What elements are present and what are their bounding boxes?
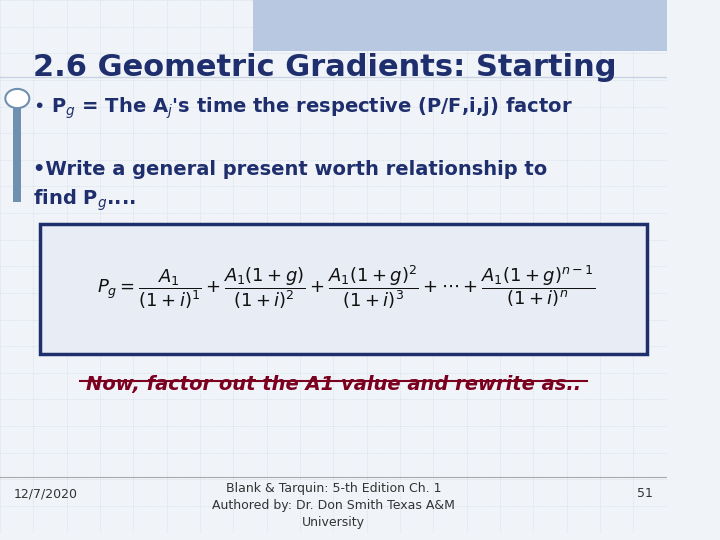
Text: Blank & Tarquin: 5-th Edition Ch. 1
Authored by: Dr. Don Smith Texas A&M
Univers: Blank & Tarquin: 5-th Edition Ch. 1 Auth… [212,482,455,529]
Circle shape [5,89,30,108]
Text: • P$_g$ = The A$_j$'s time the respective (P/F,i,j) factor: • P$_g$ = The A$_j$'s time the respectiv… [33,96,573,122]
Text: •Write a general present worth relationship to
find P$_g$....: •Write a general present worth relations… [33,160,548,213]
FancyBboxPatch shape [40,224,647,354]
FancyBboxPatch shape [14,96,22,202]
Text: 51: 51 [637,487,653,500]
Text: Now, factor out the A1 value and rewrite as..: Now, factor out the A1 value and rewrite… [86,375,581,394]
Text: 2.6 Geometric Gradients: Starting: 2.6 Geometric Gradients: Starting [33,53,617,82]
FancyBboxPatch shape [253,0,667,51]
Text: $P_g = \dfrac{A_1}{(1+i)^1} + \dfrac{A_1(1+g)}{(1+i)^2} + \dfrac{A_1(1+g)^2}{(1+: $P_g = \dfrac{A_1}{(1+i)^1} + \dfrac{A_1… [97,264,595,312]
Text: 12/7/2020: 12/7/2020 [14,487,77,500]
